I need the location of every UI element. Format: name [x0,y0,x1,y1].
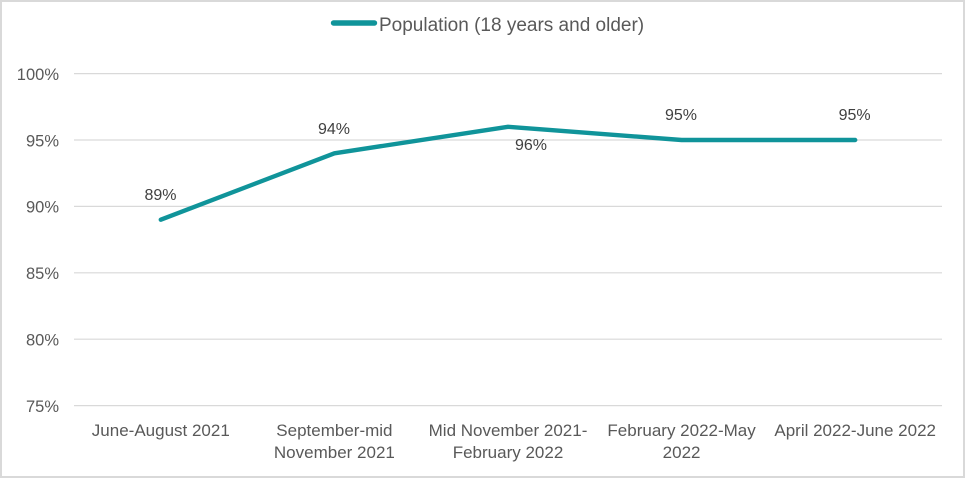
svg-text:85%: 85% [26,265,59,283]
svg-text:90%: 90% [26,199,59,217]
svg-text:Population (18 years and older: Population (18 years and older) [379,15,644,36]
svg-text:Mid November 2021-: Mid November 2021- [429,421,588,440]
svg-text:89%: 89% [144,187,176,204]
svg-text:100%: 100% [17,66,60,84]
svg-text:95%: 95% [26,132,59,150]
svg-text:February 2022: February 2022 [453,443,564,462]
svg-text:95%: 95% [665,107,697,124]
svg-text:2022: 2022 [663,443,701,462]
svg-text:94%: 94% [318,121,350,138]
svg-text:June-August 2021: June-August 2021 [92,421,230,440]
svg-text:November 2021: November 2021 [274,443,395,462]
svg-text:95%: 95% [839,107,871,124]
svg-text:February 2022-May: February 2022-May [607,421,756,440]
svg-text:April 2022-June 2022: April 2022-June 2022 [774,421,936,440]
svg-text:80%: 80% [26,332,59,350]
svg-text:96%: 96% [515,137,547,154]
svg-text:September-mid: September-mid [276,421,392,440]
svg-text:75%: 75% [26,398,59,416]
